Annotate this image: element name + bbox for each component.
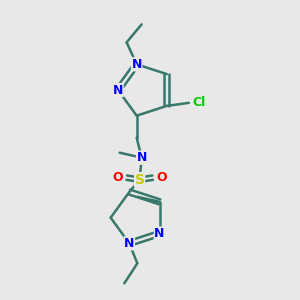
Text: S: S bbox=[135, 173, 145, 187]
Text: N: N bbox=[124, 237, 134, 250]
Text: N: N bbox=[136, 151, 147, 164]
Text: N: N bbox=[131, 58, 142, 71]
Text: O: O bbox=[156, 171, 167, 184]
Text: N: N bbox=[154, 227, 165, 240]
Text: O: O bbox=[112, 171, 123, 184]
Text: Cl: Cl bbox=[192, 96, 206, 110]
Text: N: N bbox=[113, 83, 123, 97]
